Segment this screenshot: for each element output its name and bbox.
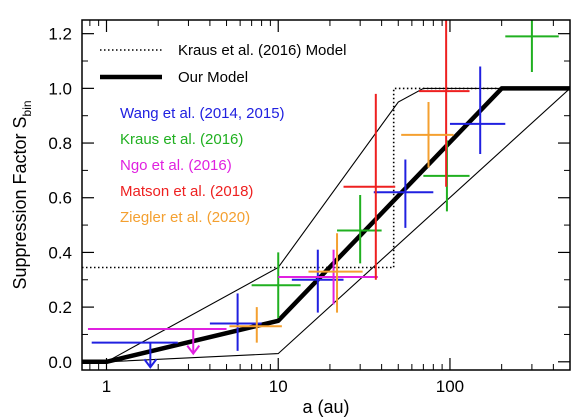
y-tick-label: 0.6 [48,189,72,208]
reference-label: Wang et al. (2014, 2015) [120,105,285,122]
x-tick-label: 100 [436,377,464,396]
y-axis-title: Suppression Factor Sbin [10,100,34,289]
y-axis-title-main: Suppression Factor S [10,116,30,289]
y-tick-label: 1.2 [48,25,72,44]
y-tick-label: 0.2 [48,298,72,317]
y-tick-label: 0.0 [48,353,72,372]
y-tick-label: 1.0 [48,79,72,98]
upper-limit-markers [143,328,201,369]
legend-label: Kraus et al. (2016) Model [178,42,346,59]
x-tick-label: 1 [102,377,111,396]
model-line-thin [106,87,570,363]
reference-labels: Wang et al. (2014, 2015) Kraus et al. (20… [120,105,285,226]
y-tick-label: 0.8 [48,134,72,153]
y-axis-title-subscript: bin [20,100,34,116]
upper-limit-arrow-head [143,358,158,369]
plot-frame [81,19,571,371]
reference-label: Ziegler et al. (2020) [120,209,250,226]
upper-limit-arrow-head [186,344,201,356]
reference-label: Kraus et al. (2016) [120,131,243,148]
x-axis-title: a (au) [302,397,349,417]
y-tick-label: 0.4 [48,243,72,262]
model-line-thin [106,87,570,363]
model-line-dotted [82,87,570,269]
legend: Kraus et al. (2016) Model Our Model [100,42,346,86]
reference-label: Matson et al. (2018) [120,183,253,200]
reference-label: Ngo et al. (2016) [120,157,232,174]
x-tick-label: 10 [269,377,288,396]
plot-area [82,20,570,365]
legend-label: Our Model [178,69,248,86]
tick-labels: 1 10 100 0.0 0.2 0.4 0.6 0.8 1.0 1.2 [48,25,464,396]
